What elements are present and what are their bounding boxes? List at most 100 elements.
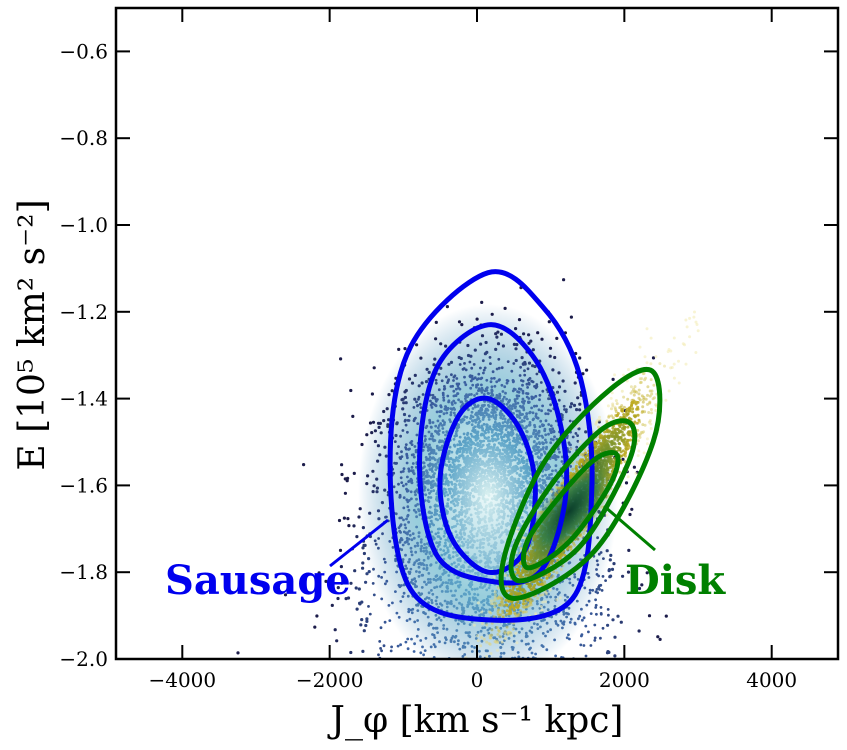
sausage-point — [627, 548, 631, 553]
sausage-point — [466, 353, 471, 358]
sausage-point — [607, 613, 610, 617]
sausage-point — [415, 515, 418, 519]
sausage-point — [425, 458, 428, 462]
sausage-point — [544, 473, 547, 477]
sausage-point — [521, 413, 524, 416]
sausage-point — [468, 484, 471, 488]
sausage-point — [513, 399, 517, 403]
sausage-point — [455, 629, 459, 632]
sausage-point — [458, 363, 462, 366]
sausage-point — [367, 570, 371, 574]
sausage-point — [438, 414, 442, 418]
sausage-point — [511, 646, 515, 649]
sausage-point — [582, 616, 586, 620]
sausage-point — [525, 430, 529, 433]
sausage-point — [477, 462, 480, 465]
sausage-point — [384, 454, 388, 458]
sausage-point — [465, 492, 469, 496]
sausage-point — [375, 486, 379, 490]
sausage-point — [434, 532, 438, 536]
sausage-point — [452, 411, 456, 415]
sausage-point — [424, 438, 427, 441]
sausage-point — [569, 405, 573, 409]
sausage-point — [419, 639, 423, 642]
sausage-point — [470, 517, 473, 521]
sausage-point — [460, 518, 464, 521]
sausage-point — [526, 367, 530, 371]
sausage-point — [494, 417, 497, 421]
sausage-point — [454, 468, 457, 472]
sausage-point — [446, 493, 450, 497]
sausage-point — [531, 348, 535, 352]
sausage-point — [482, 603, 486, 607]
sausage-point — [469, 386, 473, 390]
sausage-point — [463, 641, 466, 645]
sausage-point — [433, 357, 437, 361]
sausage-point — [476, 573, 480, 576]
sausage-point — [467, 408, 470, 412]
sausage-point — [606, 623, 610, 627]
sausage-point — [479, 629, 483, 633]
sausage-point — [497, 559, 500, 563]
sausage-point — [480, 506, 483, 509]
sausage-point — [395, 452, 399, 455]
sausage-point — [407, 570, 411, 574]
sausage-point — [453, 640, 456, 644]
sausage-point — [520, 466, 524, 470]
sausage-point — [480, 489, 484, 492]
sausage-point — [541, 389, 545, 393]
sausage-point — [481, 359, 485, 363]
sausage-point — [491, 485, 495, 489]
sausage-point — [443, 385, 446, 388]
sausage-point — [362, 629, 366, 633]
sausage-point — [563, 598, 567, 602]
sausage-point — [431, 437, 434, 441]
sausage-point — [558, 591, 561, 594]
disk-point — [637, 449, 641, 453]
sausage-point — [459, 443, 463, 446]
sausage-point — [479, 531, 483, 535]
sausage-point — [498, 464, 502, 468]
sausage-point — [555, 336, 559, 340]
sausage-point — [380, 576, 383, 579]
sausage-point — [517, 494, 521, 498]
sausage-point — [589, 644, 593, 647]
sausage-point — [452, 375, 456, 379]
sausage-point — [507, 454, 511, 458]
sausage-point — [446, 381, 449, 384]
sausage-point — [628, 512, 632, 517]
sausage-point — [407, 607, 411, 611]
sausage-point — [511, 503, 515, 506]
sausage-point — [554, 620, 558, 623]
sausage-point — [340, 581, 344, 585]
sausage-point — [536, 416, 540, 420]
sausage-point — [483, 516, 487, 520]
sausage-point — [494, 566, 497, 570]
sausage-point — [429, 563, 432, 567]
sausage-point — [565, 615, 568, 619]
sausage-point — [456, 447, 460, 451]
sausage-point — [491, 447, 495, 451]
sausage-point — [518, 485, 522, 488]
sausage-point — [567, 633, 570, 637]
sausage-point — [466, 631, 470, 635]
sausage-point — [528, 423, 532, 427]
sausage-point — [410, 481, 414, 485]
sausage-point — [533, 445, 536, 449]
sausage-point — [536, 623, 539, 626]
sausage-point — [517, 387, 521, 391]
sausage-point — [532, 622, 536, 625]
sausage-point — [493, 494, 496, 498]
sausage-point — [491, 526, 495, 530]
sausage-point — [452, 389, 456, 393]
sausage-point — [540, 337, 544, 341]
sausage-point — [387, 604, 391, 607]
sausage-point — [555, 455, 559, 459]
sausage-point — [466, 518, 469, 521]
sausage-point — [411, 582, 415, 585]
sausage-point — [396, 644, 400, 648]
sausage-point — [461, 472, 465, 475]
sausage-point — [491, 589, 494, 593]
sausage-point — [426, 615, 430, 619]
sausage-point — [490, 503, 494, 507]
